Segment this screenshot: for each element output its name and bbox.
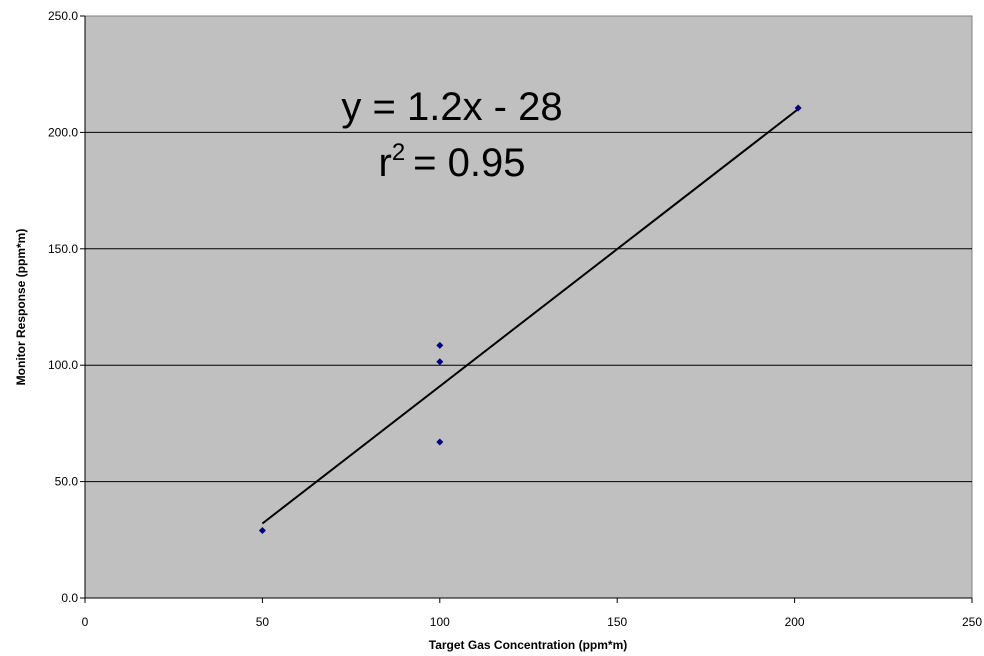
- trendline: [261, 108, 799, 525]
- data-point: [794, 104, 802, 112]
- r-squared-label: r2 = 0.95: [378, 139, 525, 185]
- y-tick-label: 100.0: [48, 358, 78, 372]
- data-point: [436, 358, 444, 366]
- y-tick-label: 200.0: [48, 125, 78, 139]
- r-squared-superscript: 2: [392, 139, 405, 166]
- y-tick-label: 50.0: [55, 475, 79, 489]
- data-points: [258, 104, 802, 534]
- data-point: [436, 438, 444, 446]
- x-tick-label: 50: [256, 615, 270, 629]
- gridlines: [85, 131, 972, 483]
- x-tick-label: 250: [962, 615, 982, 629]
- x-tick-label: 200: [785, 615, 805, 629]
- y-tick-label: 0.0: [61, 591, 78, 605]
- y-tick-label: 150.0: [48, 242, 78, 256]
- x-tick-label: 150: [607, 615, 627, 629]
- data-point: [258, 526, 266, 534]
- trendline-equation: y = 1.2x - 28: [341, 85, 562, 129]
- r-squared-r: r: [378, 141, 391, 185]
- x-tick-labels: 0 50 100 150 200 250: [82, 598, 982, 629]
- plot-area: [84, 15, 973, 599]
- r-squared-value: = 0.95: [413, 141, 525, 185]
- data-point: [436, 341, 444, 349]
- x-tick-label: 100: [430, 615, 450, 629]
- axes: [84, 16, 972, 599]
- trendline-group: [261, 108, 799, 525]
- x-axis-title: Target Gas Concentration (ppm*m): [429, 638, 627, 652]
- y-tick-labels: 0.0 50.0 100.0 150.0 200.0 250.0: [48, 9, 85, 605]
- y-tick-label: 250.0: [48, 9, 78, 23]
- x-tick-label: 0: [82, 615, 89, 629]
- y-axis-title: Monitor Response (ppm*m): [14, 229, 28, 386]
